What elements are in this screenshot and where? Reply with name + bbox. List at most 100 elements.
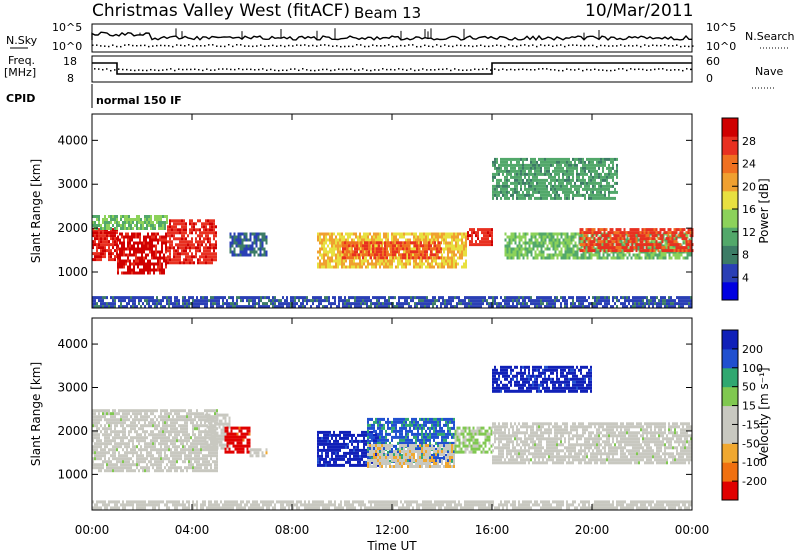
- power-cell-2: [215, 234, 217, 238]
- power-cell-4: [239, 250, 242, 254]
- power-cell-10: [518, 169, 520, 173]
- power-cell-11: [444, 299, 446, 303]
- power-cell-9: [649, 228, 652, 232]
- power-cell-9: [683, 246, 686, 250]
- nsearch-dot: [220, 45, 222, 48]
- power-cell-5: [339, 256, 341, 260]
- power-cell-5: [393, 232, 395, 236]
- power-cell-1: [155, 256, 157, 260]
- beam-label: Beam 13: [354, 4, 421, 22]
- nsearch-dot: [592, 44, 594, 47]
- power-cell-11: [636, 296, 638, 300]
- power-cell-0: [96, 249, 98, 253]
- power-cell-1: [153, 250, 155, 254]
- power-cell-10: [526, 181, 528, 185]
- power-cell-11: [212, 296, 214, 300]
- power-cell-0: [98, 240, 100, 244]
- power-cell-5: [349, 232, 351, 236]
- power-cell-9: [617, 240, 620, 244]
- power-cell-11: [530, 299, 532, 303]
- nave-dot: [234, 68, 236, 71]
- power-cell-11: [266, 305, 268, 309]
- power-cell-2: [169, 252, 171, 256]
- power-cell-3: [94, 215, 96, 218]
- power-cell-2: [177, 255, 179, 259]
- velocity-data: [92, 365, 692, 510]
- power-cell-1: [135, 235, 137, 239]
- power-cell-11: [394, 305, 396, 309]
- power-cell-8: [620, 256, 623, 260]
- power-cell-11: [404, 296, 406, 300]
- power-cell-9: [635, 243, 638, 247]
- power-cell-8: [534, 232, 537, 236]
- power-cell-0: [92, 246, 94, 250]
- power-cell-7: [471, 231, 473, 235]
- power-cell-10: [534, 157, 536, 161]
- power-cell-1: [159, 265, 161, 269]
- velocity-cell-0: [92, 430, 94, 434]
- power-cell-1: [165, 238, 167, 242]
- power-cell-11: [210, 305, 212, 309]
- power-cell-1: [131, 238, 133, 242]
- power-cell-3: [144, 227, 146, 230]
- power-cell-11: [318, 302, 320, 306]
- power-cell-8: [576, 232, 579, 236]
- power-cell-9: [669, 249, 672, 253]
- power-cell-5: [383, 265, 385, 269]
- power-cell-11: [110, 305, 112, 309]
- power-cell-11: [130, 296, 132, 300]
- power-cell-11: [280, 305, 282, 309]
- power-cell-6: [366, 244, 368, 248]
- power-cell-10: [492, 193, 494, 197]
- power-cell-11: [278, 299, 280, 303]
- power-cell-1: [151, 244, 153, 248]
- power-cell-5: [411, 247, 413, 251]
- power-cell-10: [522, 163, 524, 167]
- power-cell-2: [185, 261, 187, 265]
- power-cell-2: [169, 258, 171, 262]
- power-cell-7: [487, 234, 489, 238]
- power-cell-11: [136, 296, 138, 300]
- power-cell-10: [538, 181, 540, 185]
- power-cell-7: [483, 231, 485, 235]
- power-cell-10: [612, 157, 614, 161]
- power-cell-8: [566, 238, 569, 242]
- power-cell-11: [460, 302, 462, 306]
- power-cell-1: [123, 247, 125, 251]
- power-cell-10: [556, 169, 558, 173]
- power-cell-10: [578, 175, 580, 179]
- power-cell-10: [598, 160, 600, 164]
- power-cell-6: [406, 241, 408, 245]
- power-cell-11: [602, 296, 604, 300]
- power-cell-7: [481, 231, 483, 235]
- power-cell-5: [413, 235, 415, 239]
- power-cell-5: [341, 262, 343, 266]
- nave-dot: [478, 68, 480, 71]
- power-cell-11: [104, 296, 106, 300]
- power-cell-6: [404, 256, 406, 260]
- power-cell-8: [526, 253, 529, 257]
- power-cell-5: [329, 232, 331, 236]
- power-cell-5: [463, 250, 465, 254]
- power-cell-11: [652, 305, 654, 309]
- power-cell-1: [151, 253, 153, 257]
- power-cell-4: [259, 253, 262, 257]
- power-cell-6: [344, 253, 346, 257]
- power-cell-6: [392, 247, 394, 251]
- power-cell-2: [177, 222, 179, 226]
- power-cell-8: [650, 256, 653, 260]
- power-cell-8: [566, 247, 569, 251]
- power-cell-11: [512, 296, 514, 300]
- power-cell-2: [189, 246, 191, 250]
- power-cell-1: [165, 250, 167, 254]
- power-cell-2: [175, 249, 177, 253]
- power-cell-9: [591, 243, 594, 247]
- power-cell-2: [179, 255, 181, 259]
- power-cell-10: [528, 175, 530, 179]
- power-cell-9: [639, 249, 642, 253]
- power-cell-1: [117, 247, 119, 251]
- power-cell-5: [361, 265, 363, 269]
- power-cell-5: [385, 238, 387, 242]
- nave-dot: [314, 69, 316, 72]
- power-cell-8: [556, 253, 559, 257]
